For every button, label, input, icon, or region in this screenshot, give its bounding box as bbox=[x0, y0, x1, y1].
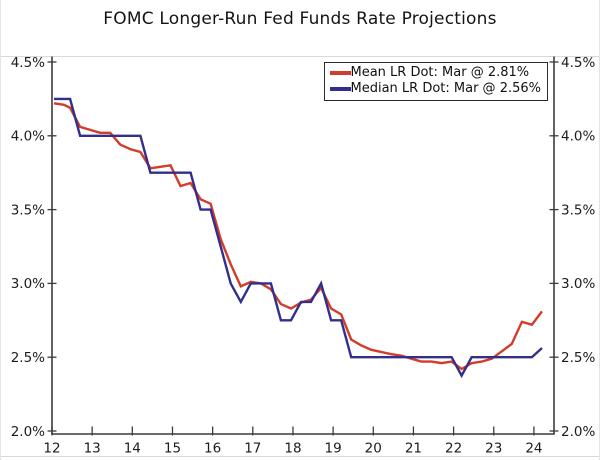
x-axis-tick-label: 14 bbox=[124, 441, 141, 457]
legend-item-mean: Mean LR Dot: Mar @ 2.81% bbox=[329, 65, 542, 81]
y-axis-tick-label-left: 2.5% bbox=[11, 350, 45, 366]
legend-item-median: Median LR Dot: Mar @ 2.56% bbox=[329, 81, 542, 97]
mean-line-swatch bbox=[329, 71, 351, 75]
y-axis-tick-label-right: 3.0% bbox=[561, 276, 595, 292]
legend-label-median: Median LR Dot: Mar @ 2.56% bbox=[350, 81, 542, 96]
x-axis-tick-label: 18 bbox=[284, 441, 301, 457]
y-axis-tick-label-right: 3.5% bbox=[561, 202, 595, 218]
y-axis-tick-label-right: 4.0% bbox=[561, 129, 595, 145]
y-axis-tick-label-right: 4.5% bbox=[561, 55, 595, 71]
x-axis-tick-label: 12 bbox=[43, 441, 60, 457]
y-axis-tick-label-left: 3.5% bbox=[11, 202, 45, 218]
chart-title: FOMC Longer-Run Fed Funds Rate Projectio… bbox=[103, 9, 497, 29]
x-axis-tick-label: 15 bbox=[164, 441, 181, 457]
x-axis-tick-label: 21 bbox=[405, 441, 422, 457]
y-axis-tick-label-left: 2.0% bbox=[11, 424, 45, 440]
y-axis-tick-label-left: 4.5% bbox=[11, 55, 45, 71]
x-axis-tick-label: 22 bbox=[445, 441, 462, 457]
median-line-swatch bbox=[329, 87, 351, 91]
legend-box: Mean LR Dot: Mar @ 2.81% Median LR Dot: … bbox=[323, 62, 548, 101]
y-axis-tick-label-left: 4.0% bbox=[11, 129, 45, 145]
x-axis-tick-label: 20 bbox=[365, 441, 382, 457]
mean-line bbox=[53, 102, 543, 371]
x-axis-tick-label: 19 bbox=[325, 441, 342, 457]
x-axis-tick-label: 16 bbox=[204, 441, 221, 457]
x-axis-tick-label: 23 bbox=[485, 441, 502, 457]
median-line bbox=[54, 97, 543, 379]
y-axis-tick-label-right: 2.0% bbox=[561, 424, 595, 440]
legend-label-mean: Mean LR Dot: Mar @ 2.81% bbox=[350, 65, 530, 80]
x-axis-tick-label: 24 bbox=[525, 441, 542, 457]
y-axis-tick-label-left: 3.0% bbox=[11, 276, 45, 292]
x-axis-tick-label: 17 bbox=[244, 441, 261, 457]
x-axis-tick-label: 13 bbox=[84, 441, 101, 457]
y-axis-tick-label-right: 2.5% bbox=[561, 350, 595, 366]
